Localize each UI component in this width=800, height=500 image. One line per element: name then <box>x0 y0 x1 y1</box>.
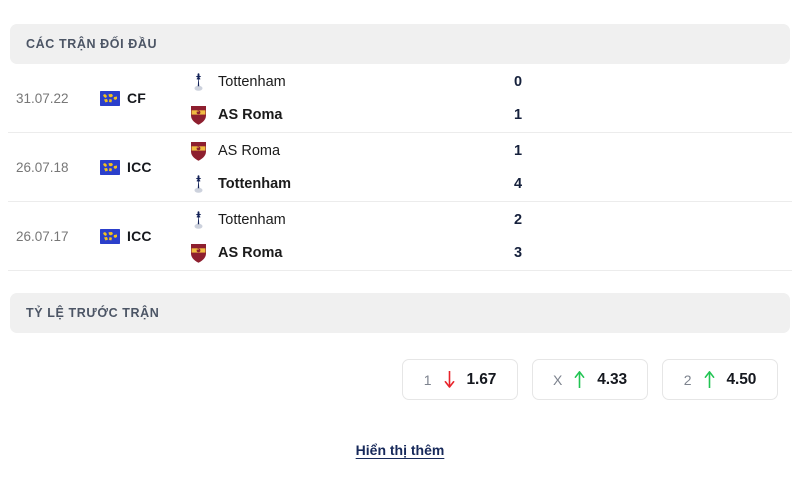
competition-code: ICC <box>127 159 152 175</box>
odds-key: 1 <box>423 371 432 388</box>
team-name: AS Roma <box>218 142 281 159</box>
show-more-area: Hiển thị thêm <box>0 400 800 458</box>
match-scores: 0 1 <box>492 64 792 132</box>
competition-code: ICC <box>127 228 152 244</box>
match-date: 26.07.18 <box>16 159 69 175</box>
h2h-section-title: Các trận đối đầu <box>26 36 158 51</box>
odds-key: 2 <box>683 371 692 388</box>
away-score-line: 1 <box>492 105 792 125</box>
match-teams: Tottenham AS Roma <box>184 202 492 270</box>
score-value: 1 <box>514 142 523 159</box>
section-gap <box>0 271 800 293</box>
match-teams: AS Roma Tottenham <box>184 133 492 201</box>
away-team: AS Roma <box>188 105 492 125</box>
match-scores: 2 3 <box>492 202 792 270</box>
away-team: Tottenham <box>188 174 492 194</box>
section-header-odds: Tỷ lệ trước trận <box>10 293 790 333</box>
score-value: 0 <box>514 73 523 90</box>
match-scores: 1 4 <box>492 133 792 201</box>
odds-value: 4.50 <box>726 370 757 388</box>
team-name: Tottenham <box>218 211 286 228</box>
show-more-link[interactable]: Hiển thị thêm <box>355 442 445 458</box>
arrow-up-icon <box>703 370 716 389</box>
table-row[interactable]: 31.07.22 CF Tottenham AS <box>8 64 792 133</box>
odds-row: 1 1.67 X 4.33 2 4.50 <box>0 333 800 400</box>
top-spacer <box>0 0 800 24</box>
tottenham-logo <box>188 210 208 230</box>
tottenham-logo <box>188 174 208 194</box>
home-team: Tottenham <box>188 210 492 230</box>
home-team: Tottenham <box>188 72 492 92</box>
as-roma-logo <box>188 243 208 263</box>
odds-section-title: Tỷ lệ trước trận <box>26 305 160 320</box>
competition-code: CF <box>127 90 147 106</box>
home-score-line: 1 <box>492 141 792 161</box>
score-value: 4 <box>514 175 523 192</box>
away-score-line: 3 <box>492 243 792 263</box>
match-date: 31.07.22 <box>16 90 69 106</box>
match-competition: ICC <box>100 202 184 270</box>
match-date: 26.07.17 <box>16 228 69 244</box>
home-score-line: 0 <box>492 72 792 92</box>
home-score-line: 2 <box>492 210 792 230</box>
team-name: AS Roma <box>218 106 283 123</box>
world-flag-icon <box>100 90 120 106</box>
section-header-h2h: Các trận đối đầu <box>10 24 790 64</box>
arrow-up-icon <box>573 370 586 389</box>
match-competition: ICC <box>100 133 184 201</box>
score-value: 2 <box>514 211 523 228</box>
odds-value: 1.67 <box>466 370 497 388</box>
odds-value: 4.33 <box>597 370 628 388</box>
odds-key: X <box>552 371 563 388</box>
odds-box-home[interactable]: 1 1.67 <box>402 359 518 400</box>
table-row[interactable]: 26.07.18 ICC AS Roma Tott <box>8 133 792 202</box>
team-name: Tottenham <box>218 73 286 90</box>
world-flag-icon <box>100 228 120 244</box>
world-flag-icon <box>100 159 120 175</box>
match-teams: Tottenham AS Roma <box>184 64 492 132</box>
as-roma-logo <box>188 105 208 125</box>
table-row[interactable]: 26.07.17 ICC Tottenham AS <box>8 202 792 271</box>
arrow-down-icon <box>443 370 456 389</box>
away-score-line: 4 <box>492 174 792 194</box>
score-value: 3 <box>514 244 523 261</box>
odds-box-draw[interactable]: X 4.33 <box>532 359 648 400</box>
home-team: AS Roma <box>188 141 492 161</box>
as-roma-logo <box>188 141 208 161</box>
odds-box-away[interactable]: 2 4.50 <box>662 359 778 400</box>
away-team: AS Roma <box>188 243 492 263</box>
tottenham-logo <box>188 72 208 92</box>
team-name: Tottenham <box>218 175 292 192</box>
score-value: 1 <box>514 106 523 123</box>
team-name: AS Roma <box>218 244 283 261</box>
match-competition: CF <box>100 64 184 132</box>
head-to-head-list: 31.07.22 CF Tottenham AS <box>0 64 800 271</box>
